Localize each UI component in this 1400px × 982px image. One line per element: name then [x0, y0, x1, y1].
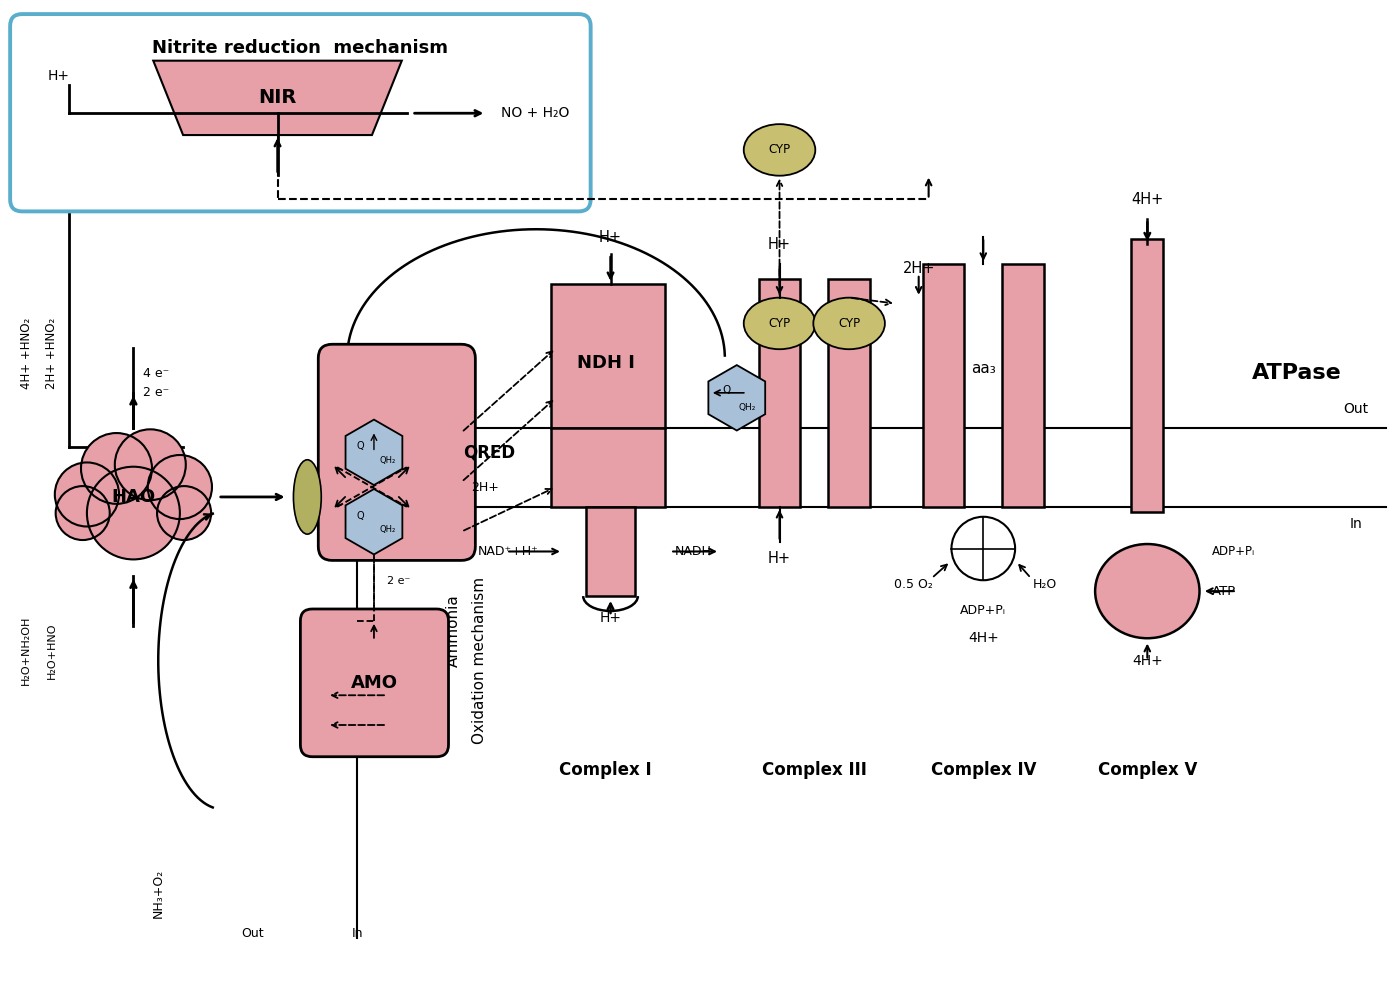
- Text: Complex IV: Complex IV: [931, 761, 1036, 779]
- Text: 2 e⁻: 2 e⁻: [143, 386, 169, 400]
- Text: HAO: HAO: [112, 488, 155, 506]
- Text: H₂O: H₂O: [1033, 577, 1057, 591]
- Text: In: In: [1350, 517, 1362, 531]
- Polygon shape: [346, 489, 402, 555]
- FancyBboxPatch shape: [585, 507, 636, 596]
- Text: H+: H+: [769, 237, 791, 251]
- Text: CYP: CYP: [769, 143, 791, 156]
- FancyBboxPatch shape: [759, 279, 801, 507]
- Text: ATPase: ATPase: [1252, 363, 1341, 383]
- Text: H+: H+: [599, 230, 622, 245]
- Text: NDH I: NDH I: [577, 355, 634, 372]
- Circle shape: [87, 466, 179, 560]
- FancyBboxPatch shape: [318, 345, 476, 561]
- Text: AMO: AMO: [351, 674, 398, 692]
- Text: Complex I: Complex I: [559, 761, 652, 779]
- Text: H+: H+: [48, 69, 70, 82]
- FancyBboxPatch shape: [10, 14, 591, 211]
- FancyBboxPatch shape: [301, 609, 448, 757]
- Ellipse shape: [294, 460, 321, 534]
- Text: 4H+: 4H+: [1131, 192, 1163, 207]
- FancyBboxPatch shape: [550, 284, 665, 427]
- Text: CYP: CYP: [839, 317, 860, 330]
- Text: CYP: CYP: [769, 317, 791, 330]
- Text: H+: H+: [599, 611, 622, 625]
- FancyBboxPatch shape: [829, 279, 869, 507]
- Text: QRED: QRED: [463, 443, 515, 462]
- Text: 4H+ +HNO₂: 4H+ +HNO₂: [20, 317, 32, 389]
- Circle shape: [56, 486, 109, 540]
- Text: Ammonia: Ammonia: [447, 594, 461, 667]
- Text: In: In: [351, 927, 363, 940]
- FancyBboxPatch shape: [1131, 240, 1163, 512]
- Ellipse shape: [813, 298, 885, 350]
- Text: QH₂: QH₂: [379, 456, 396, 464]
- Text: ADP+Pᵢ: ADP+Pᵢ: [960, 605, 1007, 618]
- Text: NAD⁺+H⁺: NAD⁺+H⁺: [479, 545, 539, 558]
- Text: 4H+: 4H+: [1133, 654, 1162, 668]
- Text: H+: H+: [769, 551, 791, 566]
- FancyBboxPatch shape: [1002, 264, 1044, 507]
- Circle shape: [55, 463, 119, 526]
- Circle shape: [157, 486, 211, 540]
- Text: 0.5 O₂: 0.5 O₂: [895, 577, 934, 591]
- Text: 2H+ +HNO₂: 2H+ +HNO₂: [45, 317, 59, 389]
- Text: 4 e⁻: 4 e⁻: [143, 366, 169, 379]
- Text: ADP+Pᵢ: ADP+Pᵢ: [1212, 545, 1254, 558]
- Circle shape: [148, 455, 211, 519]
- Text: aa₃: aa₃: [972, 360, 995, 375]
- FancyBboxPatch shape: [550, 427, 665, 507]
- Text: QH₂: QH₂: [379, 525, 396, 534]
- Text: NADH: NADH: [675, 545, 713, 558]
- Ellipse shape: [743, 298, 815, 350]
- Polygon shape: [346, 419, 402, 485]
- Ellipse shape: [743, 124, 815, 176]
- Circle shape: [81, 433, 153, 504]
- Text: Complex V: Complex V: [1098, 761, 1197, 779]
- Text: Out: Out: [1344, 402, 1369, 415]
- Text: Q: Q: [722, 385, 731, 395]
- Text: NIR: NIR: [259, 87, 297, 107]
- Text: QH₂: QH₂: [738, 404, 756, 412]
- Text: H₂O+NH₂OH: H₂O+NH₂OH: [21, 616, 31, 685]
- Circle shape: [115, 429, 186, 500]
- FancyBboxPatch shape: [923, 264, 965, 507]
- Text: NH₃+O₂: NH₃+O₂: [151, 869, 165, 918]
- Text: Complex III: Complex III: [762, 761, 867, 779]
- Text: 4H+: 4H+: [967, 630, 998, 645]
- Text: Oxidation mechanism: Oxidation mechanism: [472, 577, 487, 744]
- Ellipse shape: [1095, 544, 1200, 638]
- Text: NO + H₂O: NO + H₂O: [501, 106, 570, 120]
- Text: Out: Out: [241, 927, 265, 940]
- Polygon shape: [708, 365, 766, 430]
- Text: 2H+: 2H+: [472, 480, 500, 494]
- Text: 2H+: 2H+: [903, 261, 935, 276]
- Text: 2 e⁻: 2 e⁻: [386, 576, 410, 586]
- Text: ATP: ATP: [1212, 584, 1236, 598]
- Text: Q: Q: [356, 441, 364, 452]
- Text: H₂O+HNO: H₂O+HNO: [46, 623, 57, 679]
- Text: Nitrite reduction  mechanism: Nitrite reduction mechanism: [153, 39, 448, 57]
- Circle shape: [952, 517, 1015, 580]
- Text: Q: Q: [356, 511, 364, 520]
- Polygon shape: [153, 61, 402, 136]
